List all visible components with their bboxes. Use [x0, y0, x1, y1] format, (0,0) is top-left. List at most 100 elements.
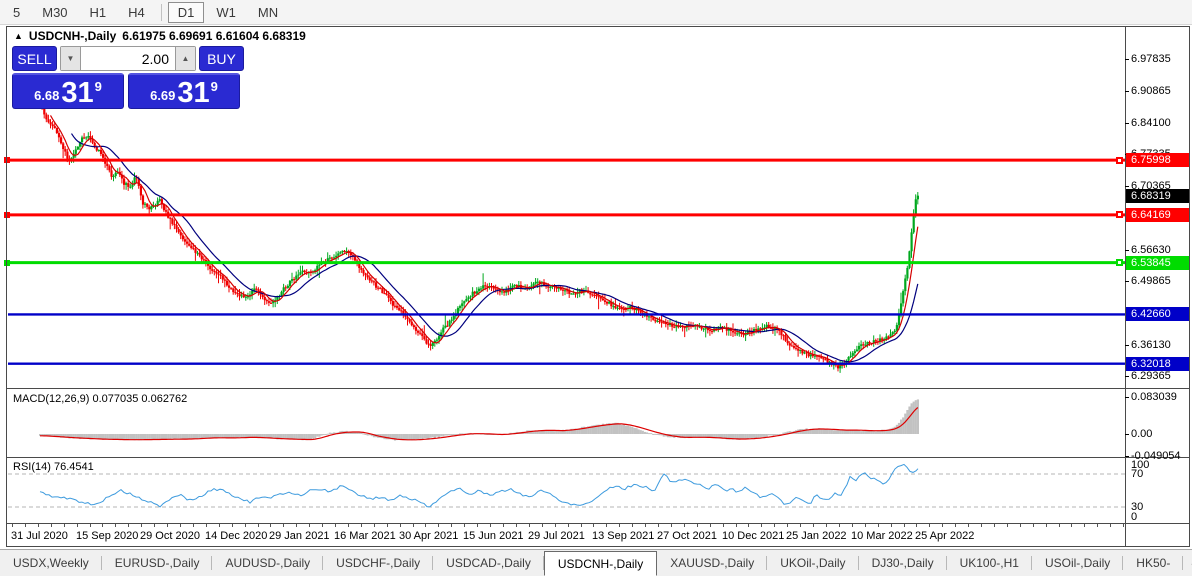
date-minor-tick	[50, 524, 52, 527]
date-minor-tick	[528, 524, 530, 527]
tab-uk100-h1[interactable]: UK100-,H1	[947, 550, 1033, 576]
sell-button[interactable]: SELL	[12, 46, 57, 71]
date-minor-tick	[425, 524, 427, 527]
date-minor-tick	[231, 524, 233, 527]
date-minor-tick	[1019, 524, 1021, 527]
price-chart-canvas[interactable]	[0, 42, 1125, 388]
date-minor-tick	[1123, 524, 1125, 527]
tab-ukoil-daily[interactable]: UKOil-,Daily	[767, 550, 859, 576]
tab-audusd-daily[interactable]: AUDUSD-,Daily	[212, 550, 323, 576]
date-minor-tick	[619, 524, 621, 527]
hline-left-marker[interactable]	[4, 211, 10, 218]
date-minor-tick	[645, 524, 647, 527]
macd-tick--0.049054: -0.049054	[1131, 449, 1181, 462]
date-minor-tick	[257, 524, 259, 527]
volume-increase-icon[interactable]: ▲	[176, 47, 195, 70]
date-axis[interactable]: 31 Jul 2020 15 Sep 2020 29 Oct 2020 14 Dec …	[7, 524, 1125, 546]
macd-panel-canvas[interactable]	[0, 390, 1125, 457]
bid-price-big: 31	[61, 77, 94, 109]
date-minor-tick	[890, 524, 892, 527]
hline-right-marker[interactable]	[1116, 211, 1123, 219]
chart-title: ▲ USDCNH-,Daily 6.61975 6.69691 6.61604 …	[14, 29, 306, 43]
hline-price-badge-6.4266: 6.42660	[1126, 307, 1190, 322]
date-label-0: 31 Jul 2020	[11, 530, 68, 542]
date-label-1: 15 Sep 2020	[76, 530, 139, 542]
tab-eurusd-daily[interactable]: EURUSD-,Daily	[102, 550, 213, 576]
price-tick-6.841-tick	[1125, 122, 1129, 124]
tab-dj30-daily[interactable]: DJ30-,Daily	[859, 550, 947, 576]
date-minor-tick	[838, 524, 840, 527]
chart-symbol-label: USDCNH-,Daily	[28, 29, 117, 43]
rsi-panel-canvas[interactable]	[0, 458, 1125, 523]
timeframe-button-5[interactable]: 5	[13, 4, 21, 20]
tab-usdcnh-daily[interactable]: USDCNH-,Daily	[543, 551, 658, 576]
date-minor-tick	[541, 524, 543, 527]
ask-quote-box[interactable]: 6.69 31 9	[128, 73, 240, 109]
hline-right-marker[interactable]	[1116, 259, 1123, 267]
volume-decrease-icon[interactable]: ▼	[61, 47, 80, 70]
date-minor-tick	[515, 524, 517, 527]
price-tick-6.70365-tick	[1125, 186, 1129, 188]
chart-ohlc-values: 6.61975 6.69691 6.61604 6.68319	[122, 29, 306, 43]
timeframe-button-mn[interactable]: MN	[257, 4, 279, 20]
hline-left-marker[interactable]	[4, 157, 10, 164]
price-macd-separator[interactable]	[7, 388, 1190, 389]
date-minor-tick	[1110, 524, 1112, 527]
date-minor-tick	[1058, 524, 1060, 527]
bid-price-small: 6.68	[34, 88, 60, 103]
tab-usdx-weekly[interactable]: USDX,Weekly	[0, 550, 102, 576]
timeframe-button-d1[interactable]: D1	[167, 1, 205, 23]
hline-price-badge-6.32018: 6.32018	[1126, 356, 1190, 371]
date-minor-tick	[968, 524, 970, 527]
date-minor-tick	[167, 524, 168, 527]
tab-hk50-[interactable]: HK50-	[1123, 550, 1184, 576]
date-minor-tick	[438, 524, 440, 527]
timeframe-button-w1[interactable]: W1	[216, 4, 236, 20]
rsi-tick-70: 70	[1131, 468, 1144, 480]
macd-indicator-label: MACD(12,26,9) 0.077035 0.062762	[13, 393, 188, 405]
date-minor-tick	[218, 524, 220, 527]
date-label-9: 13 Sep 2021	[592, 530, 655, 542]
tab-usoil-daily[interactable]: USOil-,Daily	[1032, 550, 1124, 576]
tab-xauusd-daily[interactable]: XAUUSD-,Daily	[657, 550, 768, 576]
date-minor-tick	[335, 524, 336, 527]
date-minor-tick	[580, 524, 582, 527]
date-minor-tick	[490, 524, 491, 527]
date-minor-tick	[360, 524, 362, 527]
bid-price-sup: 9	[94, 79, 102, 94]
price-tick-6.29365-tick	[1125, 376, 1129, 378]
hline-left-marker[interactable]	[4, 259, 10, 266]
rsi-tick-0: 0	[1131, 511, 1138, 523]
date-minor-tick	[309, 524, 311, 527]
date-minor-tick	[632, 524, 634, 527]
price-tick-6.97835-tick	[1125, 59, 1129, 60]
macd-rsi-separator[interactable]	[7, 457, 1190, 458]
date-minor-tick	[412, 524, 414, 527]
date-minor-tick	[851, 524, 853, 527]
ask-price-small: 6.69	[150, 88, 176, 103]
date-label-12: 25 Jan 2022	[786, 530, 847, 542]
buy-button[interactable]: BUY	[199, 46, 244, 71]
collapse-triangle-icon[interactable]: ▲	[14, 31, 23, 41]
macd-tick-dash	[1125, 397, 1129, 399]
date-minor-tick	[154, 524, 156, 527]
volume-input[interactable]	[80, 47, 176, 70]
timeframe-button-h4[interactable]: H4	[128, 4, 145, 20]
timeframe-button-m30[interactable]: M30	[42, 4, 68, 20]
tab-usdcad-daily[interactable]: USDCAD-,Daily	[433, 550, 544, 576]
date-minor-tick	[774, 524, 776, 527]
price-tick-6.49865-tick	[1125, 281, 1129, 283]
date-minor-tick	[1071, 524, 1073, 527]
date-minor-tick	[1032, 524, 1034, 527]
date-minor-tick	[696, 524, 698, 527]
price-tick-6.841: 6.84100	[1131, 116, 1171, 129]
tab-usdchf-daily[interactable]: USDCHF-,Daily	[323, 550, 434, 576]
date-minor-tick	[322, 524, 324, 527]
rsi-tick-100: 100	[1131, 459, 1150, 471]
date-minor-tick	[722, 524, 724, 527]
timeframe-button-h1[interactable]: H1	[89, 4, 107, 20]
price-axis-line	[1125, 27, 1126, 546]
bid-quote-box[interactable]: 6.68 31 9	[12, 73, 124, 109]
date-minor-tick	[981, 524, 982, 527]
hline-right-marker[interactable]	[1116, 156, 1123, 164]
